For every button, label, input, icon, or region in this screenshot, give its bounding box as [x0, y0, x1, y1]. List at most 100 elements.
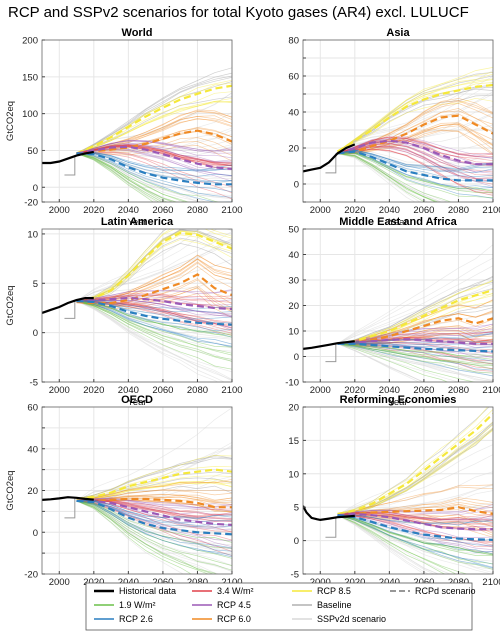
x-tick-label: 2040	[379, 385, 400, 396]
scenario-line	[76, 292, 232, 302]
scenario-line	[337, 153, 416, 202]
scenario-line	[337, 75, 493, 154]
scenario-line	[76, 494, 232, 502]
reference-marker	[64, 497, 76, 519]
scenario-line	[76, 111, 232, 154]
scenario-line	[76, 480, 232, 500]
scenario-line	[76, 300, 232, 340]
scenario-line	[76, 300, 232, 352]
scenario-line	[76, 300, 232, 373]
scenario-line	[76, 500, 232, 573]
scenario-line	[337, 514, 493, 555]
scenario-line	[76, 118, 232, 154]
scenario-line	[76, 300, 232, 348]
scenario-line	[76, 153, 232, 197]
x-tick-label: 2040	[118, 205, 139, 216]
scenario-line	[337, 514, 469, 574]
x-axis-label: Year	[388, 217, 407, 228]
scenario-line	[76, 153, 179, 202]
scenario-line	[76, 300, 226, 382]
scenario-line	[76, 152, 232, 172]
scenario-line	[76, 153, 174, 202]
y-axis-label: GtCO2eq	[5, 470, 16, 510]
y-tick-label: 0	[33, 328, 38, 339]
plot-content	[42, 407, 232, 574]
scenario-line	[76, 500, 232, 552]
scenario-line	[76, 153, 190, 202]
x-tick-label: 2060	[152, 205, 173, 216]
scenario-line	[337, 407, 490, 515]
reference-marker	[64, 300, 76, 319]
x-tick-label: 2100	[221, 385, 242, 396]
scenario-line	[337, 343, 493, 364]
scenario-line	[76, 153, 157, 202]
scenario-line	[76, 229, 232, 302]
scenario-line	[337, 71, 493, 152]
x-tick-label: 2040	[118, 385, 139, 396]
panel: 2000 2020 2040 2060 2080 2100 -5 0 5 10 15 20 Reform…	[288, 394, 500, 600]
x-tick-label: 2060	[413, 385, 434, 396]
rcpd-line	[337, 139, 493, 166]
scenario-line	[337, 427, 493, 515]
scenario-line	[76, 481, 232, 502]
y-tick-label: 0	[294, 180, 299, 191]
x-tick-label: 2100	[482, 205, 500, 216]
scenario-line	[337, 343, 420, 382]
x-tick-label: 2080	[448, 205, 469, 216]
y-tick-label: 30	[288, 276, 299, 287]
scenario-line	[76, 67, 232, 154]
scenario-line	[76, 489, 232, 502]
scenario-line	[76, 498, 232, 511]
scenario-line	[337, 514, 493, 574]
scenario-line	[337, 484, 493, 516]
scenario-line	[337, 514, 493, 538]
y-tick-label: 50	[288, 225, 299, 236]
x-tick-label: 2020	[83, 577, 104, 588]
scenario-line	[337, 514, 493, 556]
scenario-line	[337, 153, 438, 202]
scenario-line	[76, 500, 232, 556]
scenario-line	[76, 300, 232, 356]
scenario-line	[76, 300, 232, 370]
scenario-line	[76, 112, 232, 154]
scenario-line	[76, 117, 232, 154]
scenario-line	[76, 500, 232, 558]
plot-content	[303, 244, 493, 382]
scenario-line	[337, 149, 493, 170]
rcpd-line	[76, 497, 232, 509]
scenario-line	[76, 500, 192, 574]
panel-title: Latin America	[101, 216, 174, 228]
scenario-line	[76, 151, 232, 188]
legend-label: 1.9 W/m²	[119, 600, 156, 610]
scenario-line	[337, 122, 493, 154]
scenario-line	[76, 294, 232, 302]
scenario-line	[337, 343, 493, 369]
y-tick-label: 20	[288, 301, 299, 312]
scenario-line	[76, 498, 232, 508]
scenario-line	[76, 500, 185, 574]
scenario-line	[76, 477, 232, 500]
x-tick-label: 2100	[221, 205, 242, 216]
y-tick-label: 10	[27, 229, 38, 240]
scenario-line	[337, 152, 493, 197]
scenario-line	[76, 300, 232, 354]
scenario-line	[337, 429, 493, 515]
scenario-line	[76, 500, 232, 531]
panel: 200020202040206020802100-200204060OECDYe…	[5, 394, 243, 600]
scenario-line	[337, 97, 493, 152]
scenario-line	[337, 244, 493, 345]
scenario-line	[76, 300, 232, 360]
x-tick-label: 2040	[379, 577, 400, 588]
y-tick-label: 5	[294, 503, 299, 514]
panel-title: World	[122, 27, 153, 39]
rcpd-line	[76, 296, 232, 311]
scenario-line	[76, 500, 232, 552]
figure-title: RCP and SSPv2 scenarios for total Kyoto …	[8, 4, 469, 21]
scenario-line	[337, 152, 493, 193]
scenario-line	[337, 152, 493, 191]
x-axis-label: Year	[127, 217, 146, 228]
panels: 2000 2020 2040 2060 2080 2100-20050100150200W…	[5, 27, 500, 600]
scenario-line	[337, 153, 493, 199]
scenario-line	[76, 500, 213, 574]
scenario-line	[337, 343, 493, 366]
